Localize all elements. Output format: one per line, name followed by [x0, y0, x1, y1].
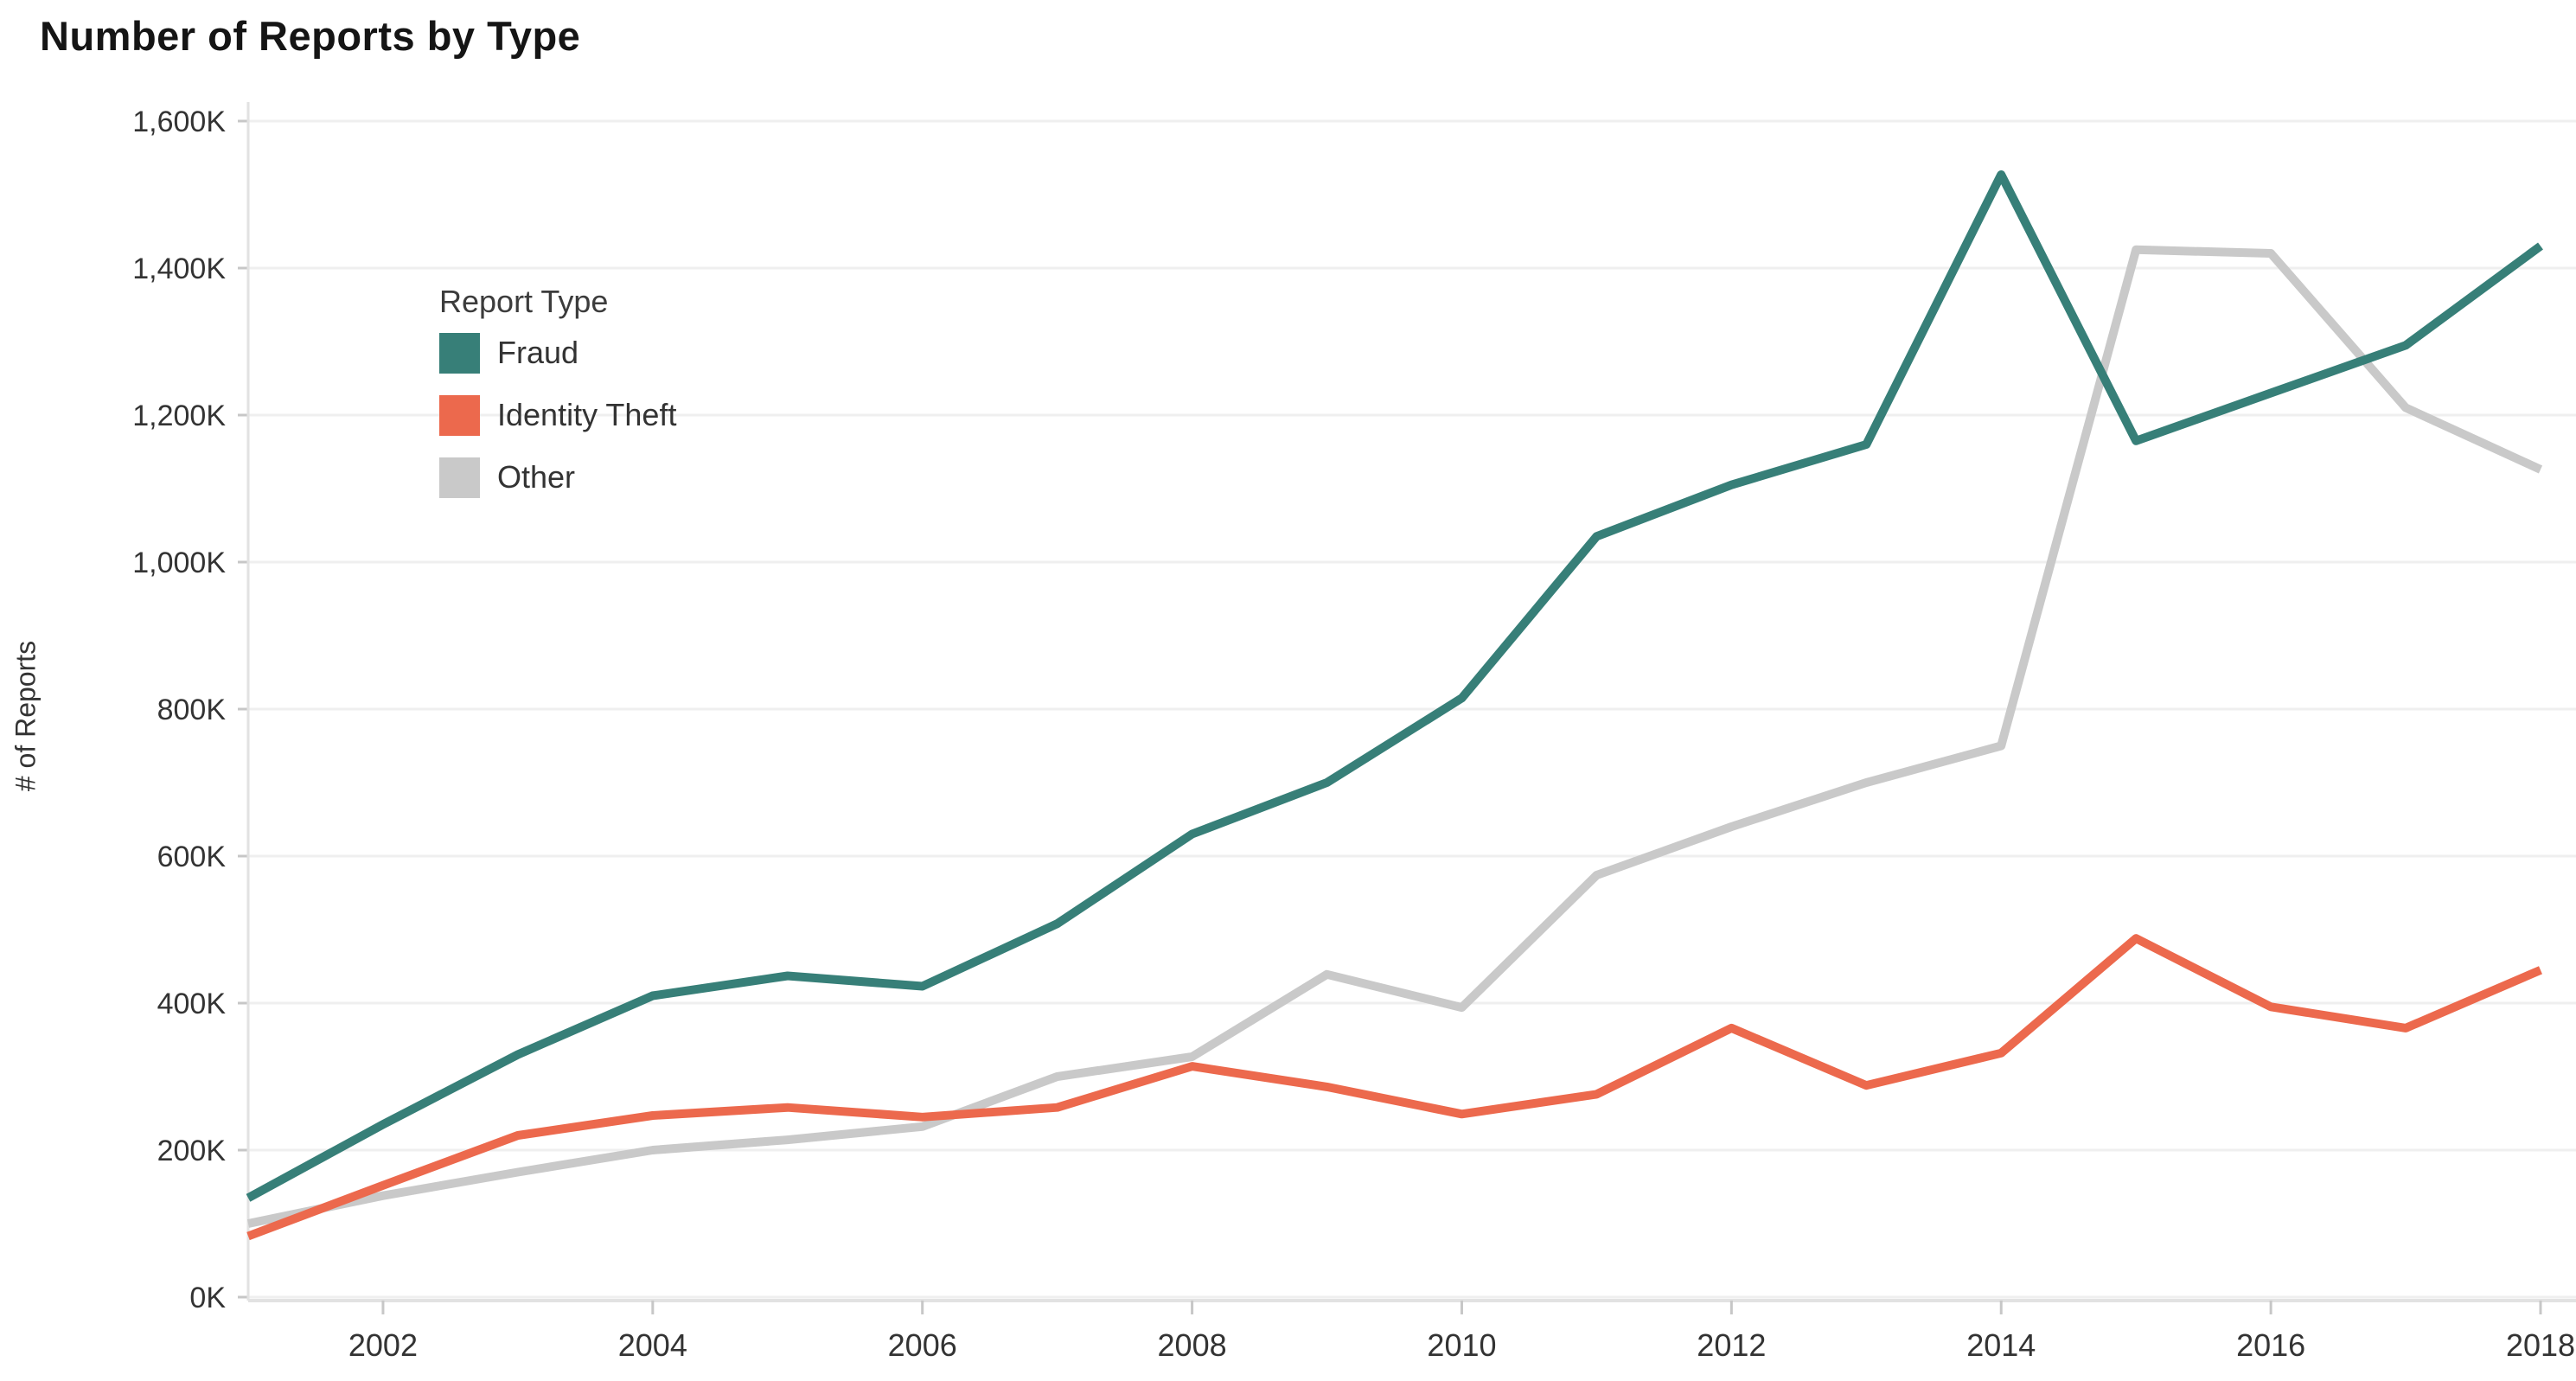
- x-tick-label: 2018: [2506, 1327, 2575, 1363]
- legend-item-other[interactable]: Other: [439, 457, 676, 498]
- x-tick-label: 2002: [348, 1327, 418, 1363]
- y-tick-label: 200K: [157, 1135, 227, 1167]
- legend: Report Type Fraud Identity Theft Other: [439, 284, 676, 519]
- y-tick-label: 1,600K: [132, 105, 226, 138]
- other-swatch-icon: [439, 457, 480, 498]
- series-line-identity-theft[interactable]: [246, 934, 2542, 1241]
- series-line-other[interactable]: [246, 245, 2543, 1228]
- x-tick-label: 2008: [1158, 1327, 1227, 1363]
- legend-title: Report Type: [439, 284, 609, 319]
- x-tick-label: 2004: [618, 1327, 687, 1363]
- y-tick-label: 1,000K: [132, 547, 226, 579]
- y-tick-label: 1,200K: [132, 400, 226, 432]
- x-tick-label: 2006: [888, 1327, 957, 1363]
- legend-item-label: Other: [497, 459, 576, 495]
- chart-title: Number of Reports by Type: [40, 13, 581, 59]
- series-line-fraud[interactable]: [246, 170, 2543, 1202]
- legend-item-label: Identity Theft: [497, 397, 677, 432]
- x-tick-label: 2016: [2236, 1327, 2305, 1363]
- x-tick-label: 2010: [1427, 1327, 1496, 1363]
- identity-theft-swatch-icon: [439, 394, 480, 436]
- legend-item-identity-theft[interactable]: Identity Theft: [439, 394, 676, 436]
- x-tick-label: 2012: [1697, 1327, 1766, 1363]
- y-tick-label: 600K: [157, 841, 227, 873]
- y-tick-label: 0K: [189, 1282, 226, 1314]
- y-tick-label: 800K: [157, 694, 227, 726]
- fraud-swatch-icon: [439, 332, 480, 374]
- y-tick-label: 1,400K: [132, 253, 226, 285]
- legend-item-label: Fraud: [497, 335, 579, 370]
- y-tick-label: 400K: [157, 988, 227, 1020]
- x-tick-label: 2014: [1966, 1327, 2036, 1363]
- legend-item-fraud[interactable]: Fraud: [439, 332, 676, 374]
